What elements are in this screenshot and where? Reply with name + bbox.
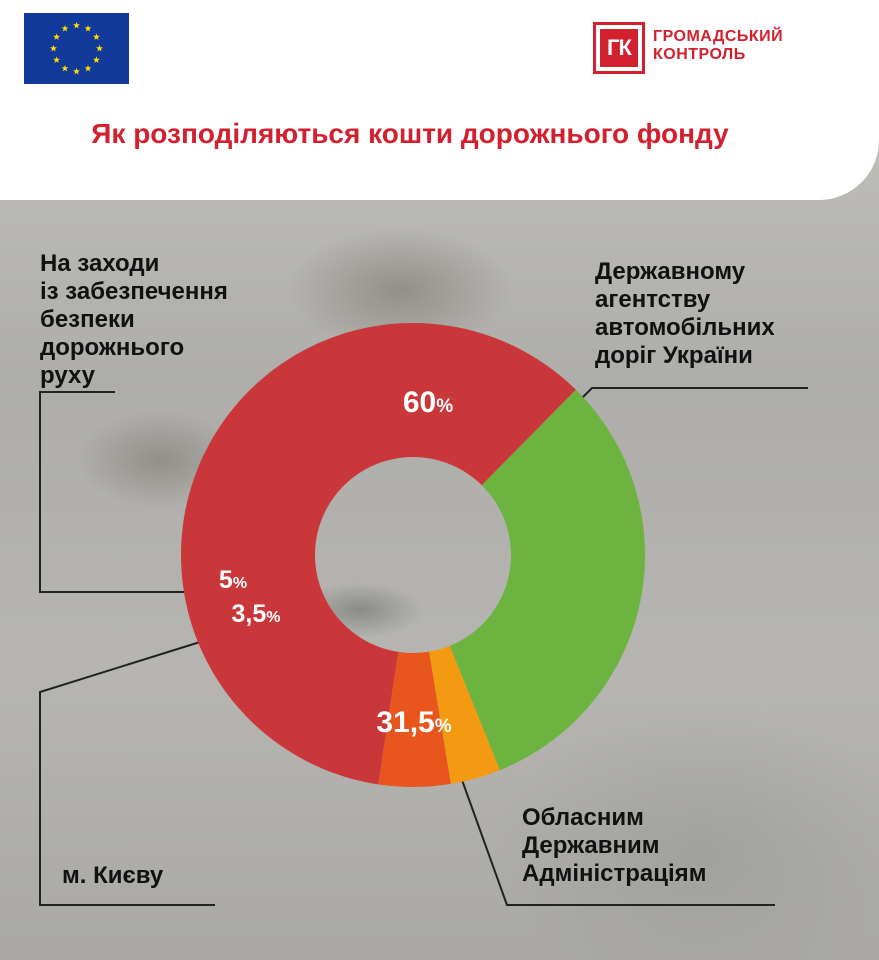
logo-mark: ГК [593,22,645,74]
percent-labels: 60%31,5%3,5%5% [219,386,453,739]
eu-star [61,24,69,32]
logo-line-1: ГРОМАДСЬКИЙ [653,28,784,45]
eu-star [92,33,100,40]
eu-star [73,21,80,29]
label-kyiv: м. Києву [62,862,164,889]
percent-unit: % [435,716,452,737]
page-title: Як розподіляються кошти дорожнього фонду [91,118,729,149]
logo-text: ГРОМАДСЬКИЙ КОНТРОЛЬ [653,28,783,64]
eu-star [53,56,61,63]
slice-agency [181,322,576,785]
label-regional: Обласним Державним Адміністраціям [522,804,707,887]
eu-star [53,33,61,40]
eu-star [96,44,103,52]
label-safety: На заходи із забезпечення безпеки дорожн… [40,250,228,389]
label-agency: Державному агентству автомобільних доріг… [595,258,775,369]
eu-flag-icon [24,13,129,84]
leader-line-kyiv [39,641,215,906]
slice-kyiv [429,645,500,784]
eu-star [84,24,92,32]
eu-star [50,44,57,52]
percent-label-agency: 60% [403,386,453,419]
percent-unit: % [233,575,247,592]
logo-mark-text: ГК [600,29,638,67]
donut-slices [181,322,645,788]
slice-safety [378,651,451,788]
eu-star [73,67,80,75]
header-panel: ГК ГРОМАДСЬКИЙ КОНТРОЛЬ Як розподіляютьс… [0,0,879,200]
percent-unit: % [436,396,453,417]
eu-star [92,56,100,63]
logo-line-2: КОНТРОЛЬ [653,46,746,63]
leader-line-safety [39,391,190,593]
eu-star [84,64,92,72]
percent-unit: % [266,609,280,626]
gk-logo: ГК ГРОМАДСЬКИЙ КОНТРОЛЬ [593,22,823,78]
leader-line-regional [461,779,775,906]
slice-regional [449,389,645,771]
eu-star [61,64,69,72]
